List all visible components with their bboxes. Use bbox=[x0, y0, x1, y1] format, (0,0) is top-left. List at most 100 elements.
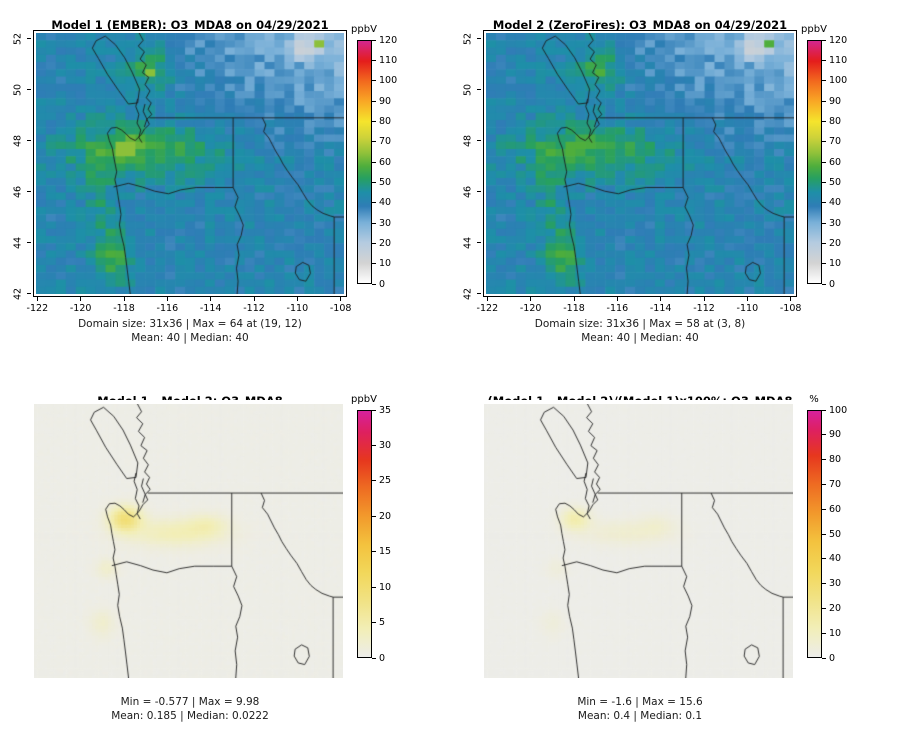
x-axis-tick bbox=[123, 297, 125, 301]
y-axis-tick bbox=[477, 38, 481, 40]
colorbar-tick bbox=[372, 39, 376, 41]
colorbar-tick-label: 25 bbox=[379, 475, 392, 487]
colorbar-tick bbox=[372, 586, 376, 588]
colorbar-tick bbox=[822, 59, 826, 61]
caption: Domain size: 31x36 | Max = 64 at (19, 12… bbox=[0, 318, 380, 345]
map-raster bbox=[486, 33, 794, 294]
x-axis-tick-label: -116 bbox=[606, 303, 629, 314]
x-axis-tick bbox=[486, 297, 488, 301]
y-axis-tick bbox=[477, 89, 481, 91]
colorbar-tick-label: 110 bbox=[829, 54, 848, 66]
colorbar-tick bbox=[822, 483, 826, 485]
caption-line1: Min = -0.577 | Max = 9.98 bbox=[120, 696, 260, 708]
colorbar-tick bbox=[822, 100, 826, 102]
caption-line2: Mean: 0.4 | Median: 0.1 bbox=[577, 709, 703, 722]
colorbar-tick bbox=[822, 508, 826, 510]
map-raster bbox=[36, 33, 344, 294]
colorbar-tick-label: 70 bbox=[379, 136, 392, 148]
map-raster bbox=[34, 404, 343, 678]
colorbar-tick-label: 50 bbox=[829, 176, 842, 188]
colorbar-tick bbox=[822, 141, 826, 143]
y-axis-tick bbox=[27, 191, 31, 193]
x-axis-tick-label: -122 bbox=[476, 303, 499, 314]
x-axis-tick-label: -114 bbox=[199, 303, 222, 314]
y-axis-tick-label: 42 bbox=[12, 287, 24, 300]
y-axis-tick bbox=[477, 191, 481, 193]
colorbar-tick-label: 40 bbox=[829, 197, 842, 209]
colorbar-tick-label: 90 bbox=[829, 95, 842, 107]
x-axis-tick bbox=[296, 297, 298, 301]
colorbar-tick bbox=[822, 409, 826, 411]
x-axis-tick bbox=[790, 297, 792, 301]
colorbar-tick bbox=[372, 222, 376, 224]
colorbar-tick bbox=[372, 120, 376, 122]
colorbar-tick-label: 60 bbox=[829, 156, 842, 168]
colorbar-tick bbox=[372, 100, 376, 102]
colorbar-tick-label: 100 bbox=[829, 404, 848, 416]
x-axis-tick-label: -118 bbox=[563, 303, 585, 314]
caption-line1: Min = -1.6 | Max = 15.6 bbox=[577, 696, 703, 708]
colorbar-tick bbox=[372, 59, 376, 61]
colorbar-tick bbox=[372, 515, 376, 517]
colorbar-tick bbox=[822, 434, 826, 436]
x-axis-tick-label: -110 bbox=[736, 303, 759, 314]
x-axis-tick-label: -108 bbox=[779, 303, 802, 314]
y-axis-tick-label: 44 bbox=[12, 236, 24, 249]
colorbar-tick bbox=[822, 632, 826, 634]
y-axis-tick-label: 42 bbox=[462, 287, 474, 300]
x-axis-tick-label: -120 bbox=[519, 303, 542, 314]
panel-model1-ember: Model 1 (EMBER): O3_MDA8 on 04/29/2021 p… bbox=[0, 0, 450, 376]
y-axis-tick bbox=[477, 140, 481, 142]
x-axis-tick-label: -116 bbox=[156, 303, 179, 314]
panel-difference: Model 1 - Model 2: O3_MDA8 ppbV Min = -0… bbox=[0, 376, 450, 752]
colorbar-tick-label: 60 bbox=[379, 156, 392, 168]
colorbar-tick-label: 40 bbox=[829, 553, 842, 565]
colorbar-tick-label: 10 bbox=[379, 581, 392, 593]
colorbar-tick-label: 0 bbox=[829, 278, 836, 290]
y-axis-tick-label: 48 bbox=[462, 134, 474, 147]
colorbar-tick bbox=[822, 533, 826, 535]
colorbar-tick-label: 120 bbox=[829, 34, 848, 46]
x-axis-tick-label: -114 bbox=[649, 303, 672, 314]
x-axis-tick bbox=[210, 297, 212, 301]
colorbar-unit: % bbox=[809, 394, 819, 405]
colorbar-tick bbox=[822, 607, 826, 609]
y-axis-tick bbox=[477, 293, 481, 295]
colorbar-tick-label: 90 bbox=[829, 429, 842, 441]
colorbar-tick-label: 50 bbox=[829, 528, 842, 540]
caption: Min = -1.6 | Max = 15.6 Mean: 0.4 | Medi… bbox=[450, 696, 830, 723]
y-axis-tick bbox=[27, 293, 31, 295]
colorbar-gradient bbox=[807, 410, 822, 658]
colorbar-gradient bbox=[357, 40, 372, 284]
colorbar-tick bbox=[372, 480, 376, 482]
caption: Domain size: 31x36 | Max = 58 at (3, 8) … bbox=[450, 318, 830, 345]
colorbar-tick bbox=[372, 283, 376, 285]
x-axis-tick-label: -112 bbox=[243, 303, 265, 314]
map-plot bbox=[33, 30, 347, 297]
colorbar-unit: ppbV bbox=[351, 24, 377, 35]
colorbar-unit: ppbV bbox=[801, 24, 827, 35]
colorbar-unit: ppbV bbox=[351, 394, 377, 405]
panel-title: Model 2 (ZeroFires): O3_MDA8 on 04/29/20… bbox=[492, 17, 788, 32]
colorbar-tick-label: 110 bbox=[379, 54, 398, 66]
colorbar-tick bbox=[822, 657, 826, 659]
map-plot bbox=[483, 30, 797, 297]
colorbar-tick-label: 20 bbox=[829, 237, 842, 249]
colorbar-tick-label: 5 bbox=[379, 617, 386, 629]
y-axis-tick-label: 50 bbox=[462, 83, 474, 96]
caption-line1: Domain size: 31x36 | Max = 58 at (3, 8) bbox=[534, 318, 746, 330]
colorbar-tick-label: 20 bbox=[379, 510, 392, 522]
colorbar-tick-label: 50 bbox=[379, 176, 392, 188]
colorbar-tick-label: 15 bbox=[379, 546, 392, 558]
colorbar-tick bbox=[822, 459, 826, 461]
colorbar-tick bbox=[372, 80, 376, 82]
colorbar-tick bbox=[372, 181, 376, 183]
x-axis-tick bbox=[530, 297, 532, 301]
panel-title: Model 1 (EMBER): O3_MDA8 on 04/29/2021 bbox=[51, 17, 329, 32]
colorbar-tick bbox=[822, 202, 826, 204]
y-axis-tick-label: 48 bbox=[12, 134, 24, 147]
panel-percent-difference: (Model 1 - Model 2)/(Model 1)x100%: O3_M… bbox=[450, 376, 900, 752]
colorbar-tick-label: 20 bbox=[829, 602, 842, 614]
colorbar-tick-label: 0 bbox=[829, 652, 836, 664]
